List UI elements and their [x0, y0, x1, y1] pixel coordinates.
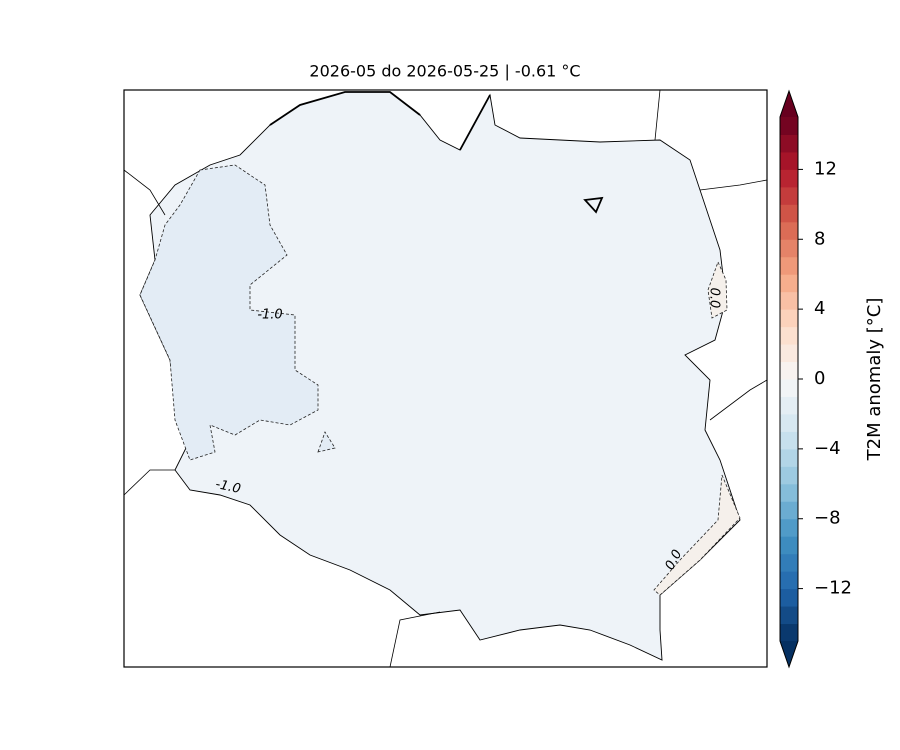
anomaly-region-west [139, 164, 319, 461]
colorbar-tick-label: −8 [814, 508, 841, 529]
colorbar-band [780, 291, 798, 310]
colorbar-band [780, 117, 798, 135]
contour-patch [317, 431, 336, 453]
colorbar-band [780, 518, 798, 537]
neighbor-borders [123, 89, 768, 668]
colorbar-band [780, 221, 798, 240]
anomaly-region-east [707, 260, 728, 319]
colorbar-band [780, 606, 798, 625]
colorbar-band [780, 571, 798, 590]
colorbar-tick-label: 0 [814, 368, 825, 389]
contour-label: 0.0 [707, 288, 722, 309]
colorbar-tick-label: −12 [814, 578, 852, 599]
colorbar-band [780, 239, 798, 258]
anomaly-region-southeast [653, 474, 741, 596]
colorbar-extend-min [780, 641, 798, 667]
colorbar-band [780, 413, 798, 432]
colorbar-tick-label: 8 [814, 228, 825, 249]
colorbar-band [780, 536, 798, 555]
colorbar-outline [779, 89, 799, 669]
colorbar-band [780, 256, 798, 275]
colorbar-band [780, 396, 798, 415]
colorbar-band [780, 448, 798, 467]
colorbar-band [780, 344, 798, 363]
colorbar-band [780, 361, 798, 380]
colorbar-band [780, 588, 798, 607]
colorbar-band [780, 186, 798, 205]
colorbar-band [780, 204, 798, 223]
colorbar-band [780, 483, 798, 502]
colorbar-tick-label: 4 [814, 298, 825, 319]
colorbar-band [780, 623, 798, 642]
colorbar-band [780, 169, 798, 188]
colorbar-tick-label: −4 [814, 438, 841, 459]
colorbar-band [780, 501, 798, 520]
colorbar: −12 −8 −4 0 4 8 12 [779, 89, 852, 669]
poland-area [139, 91, 741, 661]
colorbar-band [780, 431, 798, 450]
coastline [269, 91, 604, 214]
colorbar-band [780, 553, 798, 572]
colorbar-band [780, 379, 798, 397]
map-title: 2026-05 do 2026-05-25 | -0.61 °C [309, 62, 580, 81]
colorbar-band [780, 466, 798, 485]
colorbar-band [780, 274, 798, 293]
colorbar-band [780, 326, 798, 345]
map: -1.0 -1.0 0.0 0.0 [123, 89, 768, 668]
contour-label: -1.0 [257, 308, 282, 323]
colorbar-label: T2M anomaly [°C] [864, 298, 885, 462]
colorbar-extend-max [780, 91, 798, 117]
colorbar-band [780, 134, 798, 153]
map-frame [123, 89, 768, 668]
contour-label: -1.0 [214, 477, 242, 497]
colorbar-band [780, 309, 798, 328]
colorbar-band [780, 151, 798, 170]
colorbar-tick-label: 12 [814, 158, 837, 179]
